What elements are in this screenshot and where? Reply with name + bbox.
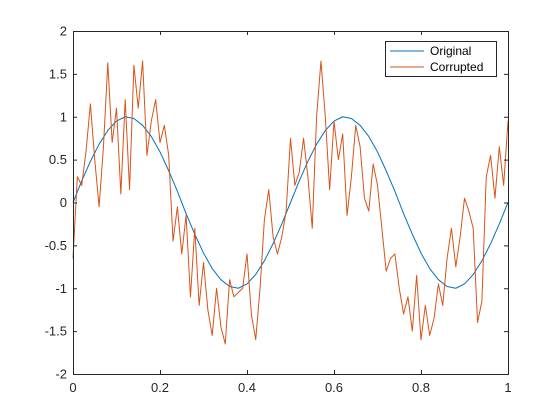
- legend-label-corrupted: Corrupted: [430, 60, 483, 74]
- legend-box: [385, 41, 497, 77]
- y-tick-label: 1: [60, 109, 67, 124]
- legend: Original Corrupted: [385, 41, 497, 77]
- x-tick-label: 0.8: [412, 380, 430, 395]
- x-tick-label: 0.6: [325, 380, 343, 395]
- x-tick-label: 0.2: [151, 380, 169, 395]
- x-tick-label: 1: [504, 380, 511, 395]
- y-tick-label: 0: [60, 195, 67, 210]
- x-tick-label: 0: [69, 380, 76, 395]
- series-line-corrupted: [72, 60, 509, 345]
- y-tick-label: -2: [55, 367, 67, 382]
- legend-label-original: Original: [430, 44, 471, 58]
- y-tick-label: -0.5: [45, 238, 67, 253]
- ticks-layer: 0 0.2 0.4 0.6 0.8 1 -2 -1.5 -1 -0.5 0 0.5 1 1.5 2: [45, 24, 512, 396]
- y-tick-label: 2: [60, 24, 67, 39]
- y-tick-label: 1.5: [49, 66, 67, 81]
- y-tick-label: -1: [55, 281, 67, 296]
- series-layer: [72, 60, 509, 345]
- x-tick-label: 0.4: [238, 380, 256, 395]
- y-tick-label: 0.5: [49, 152, 67, 167]
- y-tick-label: -1.5: [45, 324, 67, 339]
